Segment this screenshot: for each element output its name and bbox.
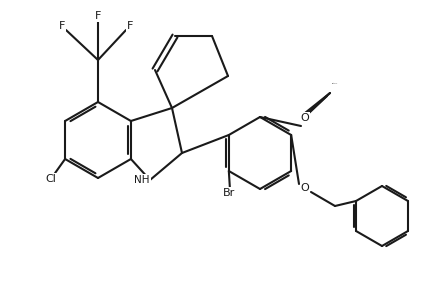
Text: F: F — [127, 21, 133, 31]
Text: F: F — [59, 21, 65, 31]
Text: methoxy: methoxy — [332, 82, 338, 84]
Text: Cl: Cl — [46, 174, 57, 184]
Text: NH: NH — [134, 175, 150, 185]
Text: F: F — [95, 11, 101, 21]
Text: O: O — [301, 183, 309, 193]
Text: O: O — [301, 113, 309, 123]
Text: Br: Br — [222, 188, 235, 198]
